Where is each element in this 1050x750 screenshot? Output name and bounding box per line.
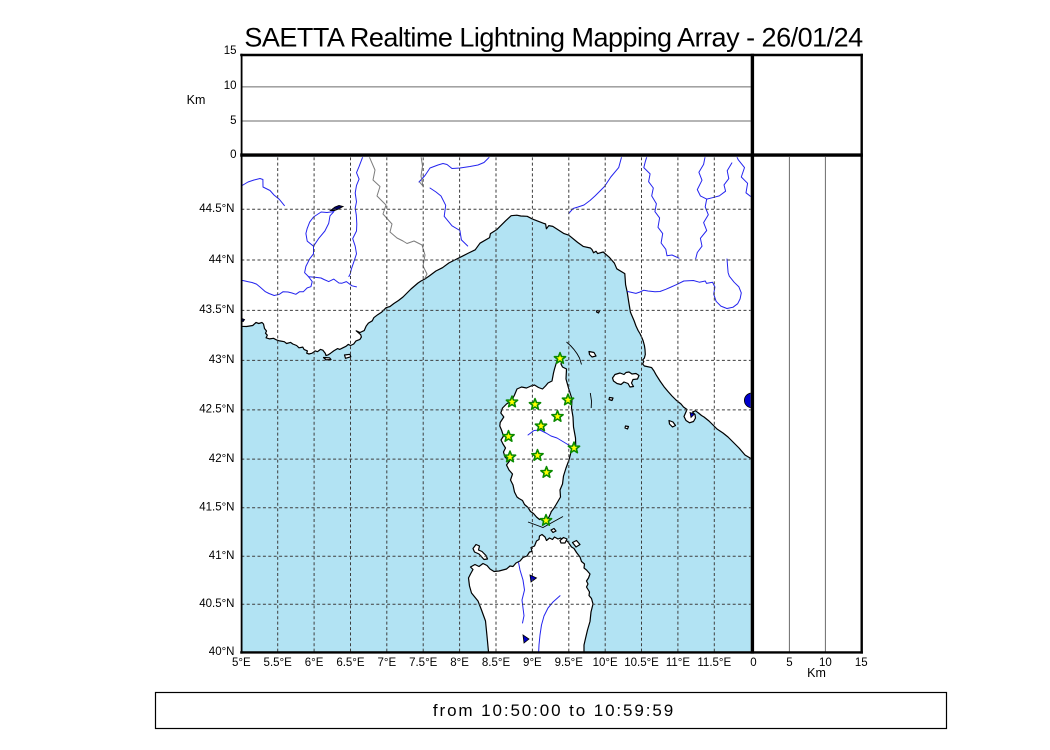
svg-text:10: 10 (819, 657, 832, 669)
svg-text:11°E: 11°E (666, 657, 691, 669)
svg-text:6°E: 6°E (305, 657, 324, 669)
svg-text:Km: Km (807, 666, 826, 680)
svg-text:7.5°E: 7.5°E (409, 657, 438, 669)
svg-text:44.5°N: 44.5°N (199, 203, 234, 215)
svg-text:5°E: 5°E (232, 657, 251, 669)
svg-text:9°E: 9°E (523, 657, 542, 669)
svg-text:SAETTA Realtime Lightning Mapp: SAETTA Realtime Lightning Mapping Array … (244, 23, 863, 53)
svg-text:40.5°N: 40.5°N (199, 598, 234, 610)
svg-text:9.5°E: 9.5°E (555, 657, 584, 669)
svg-text:41°N: 41°N (209, 550, 235, 562)
svg-text:10: 10 (224, 80, 237, 92)
svg-text:10.5°E: 10.5°E (624, 657, 659, 669)
svg-text:7°E: 7°E (378, 657, 397, 669)
svg-text:40°N: 40°N (209, 646, 235, 658)
svg-text:42.5°N: 42.5°N (199, 404, 234, 416)
svg-text:5.5°E: 5.5°E (264, 657, 293, 669)
svg-text:Km: Km (187, 93, 206, 107)
svg-text:8.5°E: 8.5°E (482, 657, 511, 669)
svg-text:8°E: 8°E (450, 657, 469, 669)
svg-text:0: 0 (230, 149, 236, 161)
svg-text:41.5°N: 41.5°N (199, 502, 234, 514)
svg-text:0: 0 (750, 657, 756, 669)
svg-text:15: 15 (855, 657, 868, 669)
svg-text:15: 15 (224, 45, 237, 57)
svg-text:43.5°N: 43.5°N (199, 304, 234, 316)
svg-text:44°N: 44°N (209, 254, 235, 266)
svg-text:from 10:50:00 to 10:59:59: from 10:50:00 to 10:59:59 (433, 701, 675, 720)
svg-text:6.5°E: 6.5°E (336, 657, 365, 669)
svg-text:42°N: 42°N (209, 453, 235, 465)
svg-text:5: 5 (786, 657, 792, 669)
svg-text:11.5°E: 11.5°E (697, 657, 731, 669)
svg-text:10°E: 10°E (593, 657, 618, 669)
svg-text:5: 5 (230, 115, 236, 127)
svg-text:43°N: 43°N (209, 354, 235, 366)
